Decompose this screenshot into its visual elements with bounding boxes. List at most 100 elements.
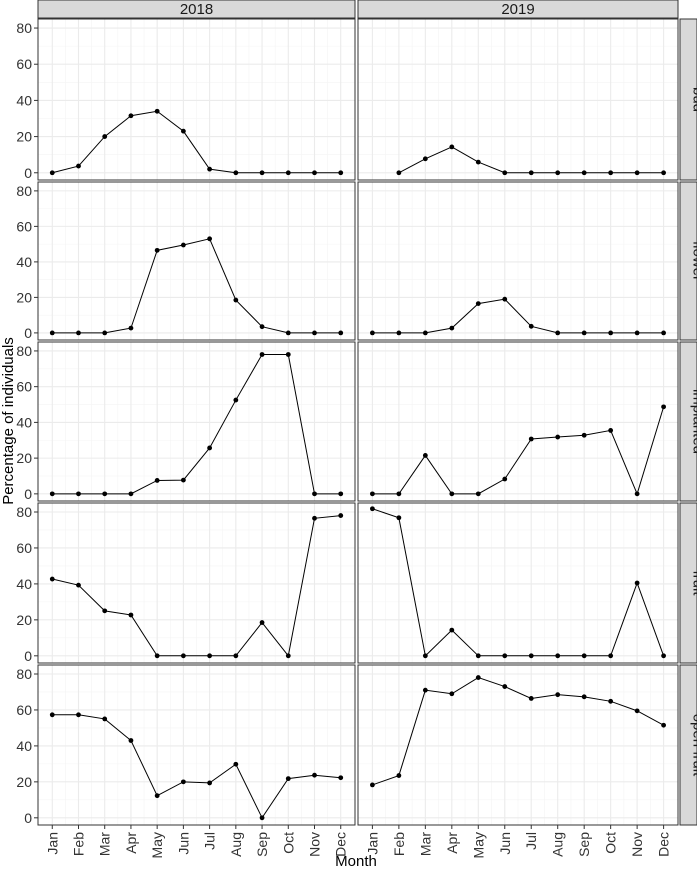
series-line bbox=[372, 406, 665, 496]
data-point-dec bbox=[338, 330, 344, 336]
y-tick-label: 0 bbox=[24, 486, 32, 502]
data-point-jan bbox=[49, 576, 55, 582]
data-point-may bbox=[475, 301, 481, 307]
x-tick-label-jul: Jul bbox=[523, 832, 539, 850]
x-tick-label-nov: Nov bbox=[629, 832, 645, 857]
data-point-jul bbox=[207, 653, 213, 659]
y-tick-label: 40 bbox=[16, 576, 32, 592]
y-tick-label: 60 bbox=[16, 56, 32, 72]
series-line bbox=[52, 238, 341, 334]
data-point-may bbox=[154, 793, 160, 799]
series-line bbox=[372, 508, 665, 657]
panel-fruit-2018: 0 20 40 60 80 bbox=[16, 502, 356, 664]
data-point-jan bbox=[49, 491, 55, 497]
panel-border bbox=[357, 181, 679, 341]
data-point-nov bbox=[312, 330, 317, 336]
data-point-aug bbox=[555, 692, 561, 698]
data-point-jul bbox=[528, 436, 534, 442]
data-point-apr bbox=[449, 144, 455, 150]
data-point-mar bbox=[102, 608, 108, 614]
y-tick-label: 40 bbox=[16, 92, 32, 108]
panel-fruit-2019 bbox=[357, 502, 679, 664]
data-point-aug bbox=[555, 434, 561, 440]
data-point-jun bbox=[502, 296, 508, 302]
series-line bbox=[52, 354, 341, 495]
x-tick-label-nov: Nov bbox=[307, 832, 323, 857]
x-tick-label-dec: Dec bbox=[656, 832, 672, 857]
data-point-mar bbox=[422, 687, 428, 693]
x-tick-label-oct: Oct bbox=[280, 832, 296, 854]
data-point-oct bbox=[285, 352, 291, 357]
x-axis-title: Month bbox=[335, 853, 377, 869]
y-tick-label: 60 bbox=[16, 702, 32, 718]
data-point-nov bbox=[634, 580, 640, 586]
x-tick-label-mar: Mar bbox=[97, 832, 113, 856]
y-axis-title: Percentage of individuals bbox=[0, 337, 17, 505]
data-point-feb bbox=[396, 515, 402, 521]
data-point-sep bbox=[581, 432, 587, 438]
facet-strip-implanted bbox=[679, 341, 697, 502]
data-point-oct bbox=[285, 653, 291, 659]
data-point-nov bbox=[634, 708, 640, 714]
data-point-nov bbox=[312, 515, 317, 521]
facet-strip-2019 bbox=[357, 0, 679, 19]
data-point-dec bbox=[661, 404, 666, 410]
data-point-mar bbox=[102, 716, 108, 722]
x-tick-label-jul: Jul bbox=[202, 832, 218, 850]
series-line bbox=[372, 298, 664, 334]
y-tick-label: 80 bbox=[16, 20, 32, 36]
data-point-oct bbox=[285, 776, 291, 782]
data-point-jul bbox=[528, 170, 534, 176]
data-point-aug bbox=[233, 761, 239, 767]
data-point-mar bbox=[422, 653, 428, 659]
facet-strip-label-2018: 2018 bbox=[180, 1, 213, 18]
series-line bbox=[372, 677, 664, 786]
data-point-nov bbox=[312, 491, 317, 497]
data-point-jan bbox=[370, 782, 375, 788]
facet-strip-label-flower: flower bbox=[690, 241, 697, 281]
y-tick-label: 60 bbox=[16, 540, 32, 556]
data-point-apr bbox=[128, 612, 134, 618]
data-point-feb bbox=[76, 582, 81, 588]
data-point-nov bbox=[312, 170, 317, 176]
x-tick-label-sep: Sep bbox=[576, 832, 592, 857]
panels: 2018 2019 bud flower implanted fruit open frui… bbox=[16, 0, 697, 858]
y-tick-label: 40 bbox=[16, 414, 32, 430]
data-point-jun bbox=[502, 653, 508, 659]
data-point-feb bbox=[396, 330, 402, 336]
panel-implanted-2018: 0 20 40 60 80 bbox=[16, 341, 356, 502]
x-tick-label-oct: Oct bbox=[603, 832, 619, 854]
data-point-dec bbox=[661, 170, 666, 176]
data-point-dec bbox=[661, 653, 666, 659]
x-tick-label-jan: Jan bbox=[44, 832, 60, 855]
data-point-may bbox=[475, 675, 481, 680]
data-point-jun bbox=[180, 242, 186, 248]
data-point-jul bbox=[207, 166, 213, 172]
y-tick-label: 20 bbox=[16, 774, 32, 790]
x-tick-label-sep: Sep bbox=[254, 832, 270, 857]
x-tick-label-jun: Jun bbox=[175, 832, 191, 855]
y-tick-label: 0 bbox=[24, 325, 32, 341]
data-point-sep bbox=[259, 352, 265, 357]
data-point-mar bbox=[422, 330, 428, 336]
y-tick-label: 60 bbox=[16, 379, 32, 395]
data-point-apr bbox=[449, 325, 455, 331]
data-point-aug bbox=[555, 653, 561, 659]
x-tick-label-may: May bbox=[470, 832, 486, 858]
data-point-feb bbox=[76, 330, 81, 336]
data-point-feb bbox=[76, 491, 81, 497]
data-point-aug bbox=[233, 170, 239, 176]
data-point-may bbox=[475, 159, 481, 165]
data-point-jun bbox=[502, 684, 508, 689]
data-point-jan bbox=[49, 170, 55, 176]
y-tick-label: 40 bbox=[16, 738, 32, 754]
data-point-sep bbox=[581, 653, 587, 659]
data-point-dec bbox=[338, 775, 344, 781]
data-point-dec bbox=[661, 722, 666, 728]
x-tick-label-dec: Dec bbox=[333, 832, 349, 857]
data-point-apr bbox=[128, 113, 134, 119]
data-point-may bbox=[154, 247, 160, 253]
facet-strip-fruit bbox=[679, 502, 697, 664]
y-tick-label: 0 bbox=[24, 810, 32, 826]
